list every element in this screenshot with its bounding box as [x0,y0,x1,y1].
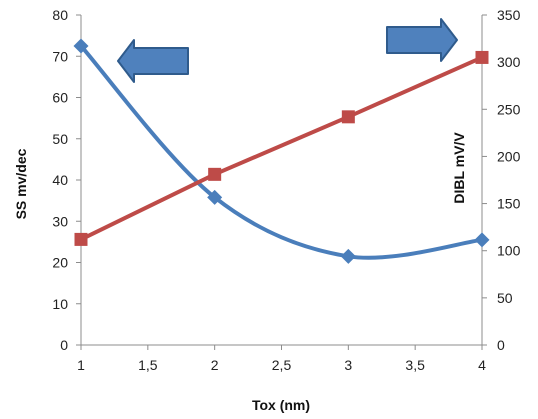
y-left-tick-label: 10 [52,296,68,312]
axes [76,14,487,350]
y-right-tick-label: 300 [497,54,521,70]
x-tick-label: 1,5 [138,357,158,373]
arrow-right-icon [386,18,458,62]
y-axis-title-left: SS mv/dec [13,148,29,219]
series-point-diamond [207,189,223,205]
x-axis-title: Tox (nm) [252,397,310,413]
y-left-tick-label: 30 [52,213,68,229]
y-right-tick-label: 350 [497,7,521,23]
series-point-diamond [73,38,89,54]
series-point-diamond [474,232,490,248]
series-point-square [208,167,222,181]
x-tick-label: 4 [478,357,486,373]
x-tick-label: 2 [211,357,219,373]
series-point-square [74,232,88,246]
series-line-1 [79,55,484,242]
tick-labels: 1 1,5 2 2,5 3 3,5 4010203040506070800501001502… [52,7,520,373]
x-tick-label: 3 [344,357,352,373]
y-left-tick-label: 70 [52,48,68,64]
y-right-tick-label: 150 [497,196,521,212]
y-axis-title-right: DIBL mV/V [451,132,467,204]
series-point-diamond [340,248,356,264]
y-right-tick-label: 250 [497,101,521,117]
y-left-tick-label: 80 [52,7,68,23]
y-left-tick-label: 60 [52,90,68,106]
x-tick-label: 3,5 [405,357,425,373]
series-point-square [475,50,489,64]
series-layer [73,38,490,264]
y-left-tick-label: 0 [60,337,68,353]
y-left-tick-label: 50 [52,131,68,147]
x-tick-label: 2,5 [272,357,292,373]
arrow-left-icon [117,39,189,83]
y-right-tick-label: 0 [497,337,505,353]
y-left-tick-label: 40 [52,172,68,188]
annotation-layer [117,18,458,83]
y-right-tick-label: 100 [497,243,521,259]
x-tick-label: 1 [77,357,85,373]
y-left-tick-label: 20 [52,255,68,271]
series-point-square [341,110,355,124]
y-right-tick-label: 200 [497,148,521,164]
y-right-tick-label: 50 [497,290,513,306]
series-line-0 [79,43,484,260]
